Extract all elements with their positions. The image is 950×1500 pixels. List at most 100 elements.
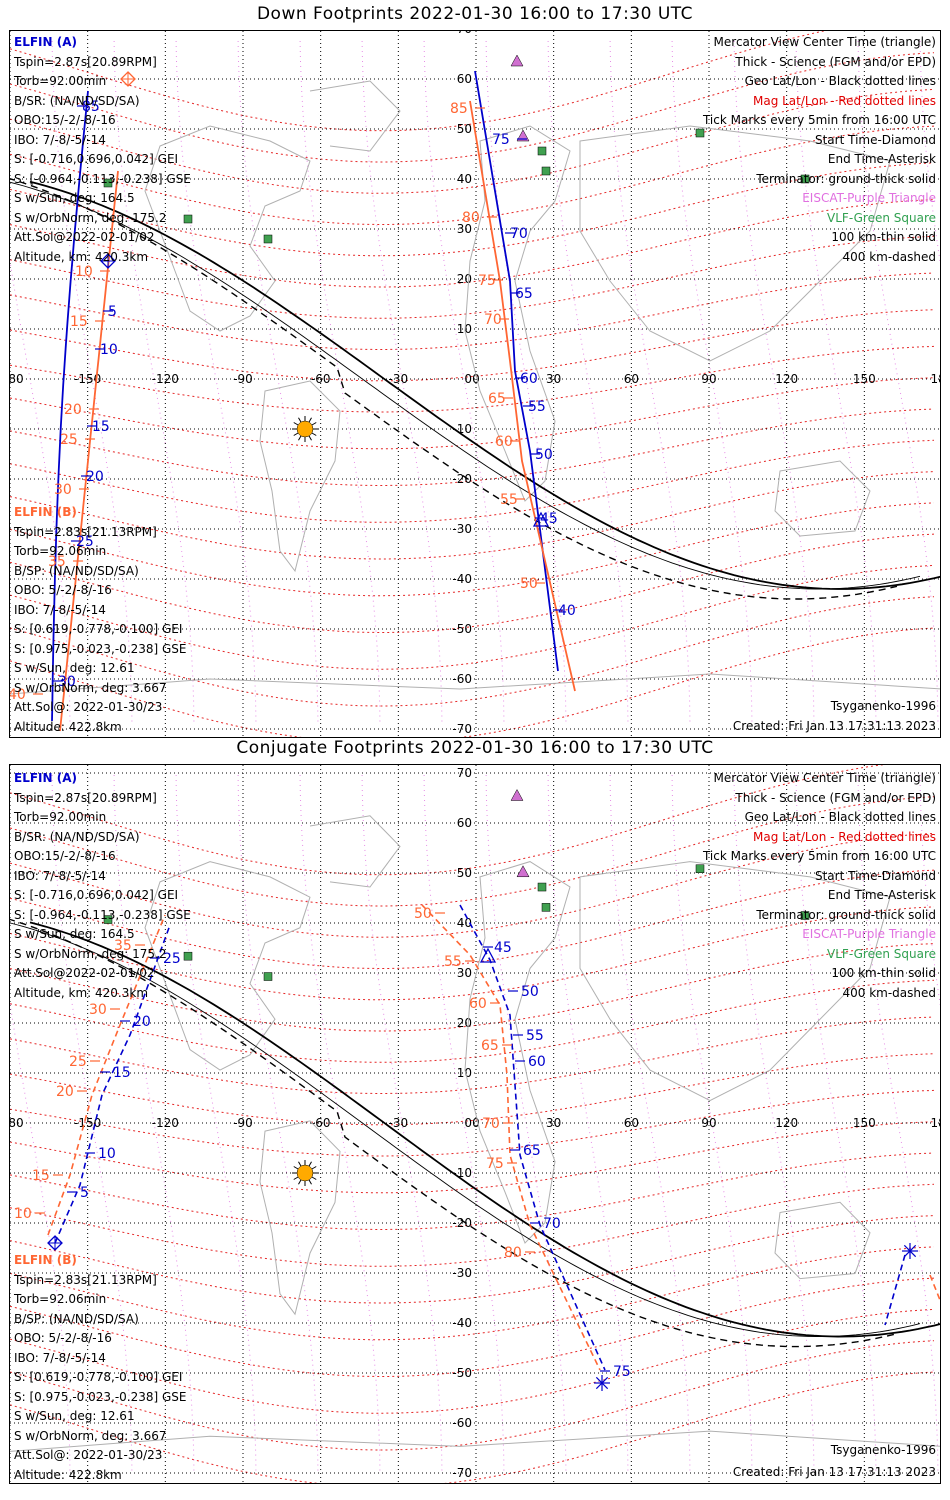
- elfin-a-line: Altitude, km: 420.3km: [14, 249, 149, 264]
- track-tick-label: 45: [540, 511, 558, 527]
- mag-lon-line: [733, 40, 815, 726]
- legend-line: EISCAT-Purple Triangle: [802, 191, 936, 205]
- mag-lat-line: [10, 377, 935, 450]
- track-tick-label: 25: [163, 951, 181, 967]
- mag-lat-line: [10, 832, 935, 938]
- track-tick-label: 80: [504, 1245, 522, 1261]
- elfin-a-line: S: [-0.964,-0.113,-0.238] GSE: [14, 171, 191, 186]
- lat-label: -70: [452, 1466, 472, 1480]
- track-tick-label: 65: [515, 286, 533, 302]
- track-tick-label: 10: [98, 1146, 116, 1162]
- lon-label: 120: [775, 372, 798, 386]
- elfin-b-info: ELFIN (B) Tspin=2.83s[21.13RPM] Torb=92.…: [14, 503, 187, 737]
- mag-lon-line: [671, 774, 753, 1472]
- elfin-a-line: Tspin=2.87s[20.89RPM]: [14, 54, 157, 69]
- lat-label: 30: [457, 966, 472, 980]
- track-tick-label: 20: [56, 1084, 74, 1100]
- legend-line: 100 km-thin solid: [831, 966, 936, 980]
- elfin-a-line: Tspin=2.87s[20.89RPM]: [14, 790, 157, 805]
- sun-ray: [298, 1161, 302, 1167]
- vlf-square: [537, 882, 547, 892]
- mag-lat-line: [10, 309, 935, 382]
- map-canvas: 706050403020100-10-20-30-40-50-60-70-180…: [10, 765, 941, 1483]
- lon-label: 30: [546, 372, 561, 386]
- elfin-b-line: B/SP: (NA/ND/SD/SA): [14, 1311, 139, 1326]
- eiscat-triangle: [510, 788, 524, 801]
- track-tick-label: 20: [64, 402, 82, 418]
- track-tick-label: 25: [60, 432, 78, 448]
- track-tick-label: 85: [82, 99, 100, 115]
- mag-lon-line: [423, 40, 505, 726]
- mag-lat-line: [10, 1016, 935, 1095]
- vlf-square: [263, 234, 273, 244]
- mag-lon-line: [609, 40, 691, 726]
- mag-lat-line: [10, 272, 935, 351]
- sun-ray: [293, 422, 299, 426]
- elfin-b-line: Att.Sol@: 2022-01-30/23: [14, 1448, 163, 1462]
- mag-lat-line: [10, 627, 935, 737]
- elfin-b-label: ELFIN (B): [14, 505, 77, 519]
- elfin-a-track-east: [474, 70, 559, 672]
- sun-ray: [298, 435, 302, 441]
- track-tick-label: 75: [486, 1156, 504, 1172]
- legend-line: Start Time-Diamond: [814, 132, 936, 147]
- lat-label: 50: [457, 866, 472, 880]
- top-title: Down Footprints 2022-01-30 16:00 to 17:3…: [256, 4, 694, 24]
- vlf-square: [263, 972, 273, 981]
- coastline: [464, 125, 571, 502]
- elfin-a-line: Att.Sol@2022-02-01/02: [14, 230, 155, 244]
- lon-label: 30: [546, 1116, 561, 1130]
- bottom-title: Conjugate Footprints 2022-01-30 16:00 to…: [236, 738, 714, 758]
- coastline: [774, 460, 871, 537]
- legend-line: Mercator View Center Time (triangle): [713, 35, 936, 49]
- track-tick-label: 75: [492, 132, 510, 148]
- elfin-b-track-end: [929, 1274, 940, 1303]
- lon-label: 180: [931, 1116, 941, 1130]
- mag-lon-line: [113, 40, 195, 726]
- lat-label: -20: [452, 1216, 472, 1230]
- track-tick-label: 70: [484, 312, 502, 328]
- lon-label: 90: [701, 1116, 716, 1130]
- elfin-a-line: OBO:15/-2/-8/-16: [14, 849, 116, 863]
- mag-lat-line: [10, 1277, 935, 1378]
- legend-line: Mag Lat/Lon - Red dotted lines: [752, 93, 936, 108]
- vlf-square: [541, 903, 551, 912]
- created-label: Created: Fri Jan 13 17:31:13 2023: [732, 1465, 936, 1479]
- end-asterisk: [903, 1244, 917, 1258]
- vlf-square: [183, 951, 193, 961]
- track-tick-label: 80: [462, 210, 480, 226]
- lat-label: -30: [452, 1266, 472, 1280]
- lat-label: -60: [452, 1416, 472, 1430]
- track-tick-label: 50: [535, 447, 553, 463]
- track-tick-label: 70: [482, 1116, 500, 1132]
- elfin-b-line: Torb=92.06min: [14, 544, 107, 558]
- elfin-a-label: ELFIN (A): [14, 35, 77, 49]
- elfin-a-line: B/SR: (NA/ND/SD/SA): [14, 93, 140, 108]
- mag-lat-line: [10, 31, 827, 132]
- legend: Mercator View Center Time (triangle) Thi…: [703, 33, 936, 267]
- lon-label: -120: [152, 1116, 179, 1130]
- elfin-b-line: Att.Sol@: 2022-01-30/23: [14, 700, 163, 714]
- track-tick-label: 15: [92, 419, 110, 435]
- track-tick-label: 75: [478, 273, 496, 289]
- mag-lon-line: [423, 774, 505, 1472]
- sun-ray: [311, 422, 317, 426]
- elfin-a-line: Torb=92.00min: [14, 74, 107, 88]
- mag-lat-line: [10, 52, 935, 163]
- elfin-b-line: OBO: 5/-2/-8/-16: [14, 1331, 112, 1345]
- coastline: [579, 861, 891, 1102]
- lon-label: 0: [472, 1116, 480, 1130]
- coastline: [10, 673, 940, 695]
- map-canvas: 706050403020100-10-20-30-40-50-60-70-180…: [10, 31, 940, 737]
- elfin-b-line: IBO: 7/-8/-5/-14: [14, 602, 106, 617]
- track-tick-label: 30: [89, 1002, 107, 1018]
- lon-label: 150: [853, 372, 876, 386]
- elfin-a-line: B/SR: (NA/ND/SD/SA): [14, 829, 140, 844]
- coastline: [144, 861, 311, 1071]
- track-tick-label: 30: [54, 482, 72, 498]
- mag-lon-line: [485, 40, 567, 726]
- created-label: Created: Fri Jan 13 17:31:13 2023: [732, 719, 936, 733]
- mag-lat-line: [10, 1089, 935, 1157]
- lon-label: -30: [389, 1116, 409, 1130]
- track-tick-label: 5: [80, 1185, 89, 1201]
